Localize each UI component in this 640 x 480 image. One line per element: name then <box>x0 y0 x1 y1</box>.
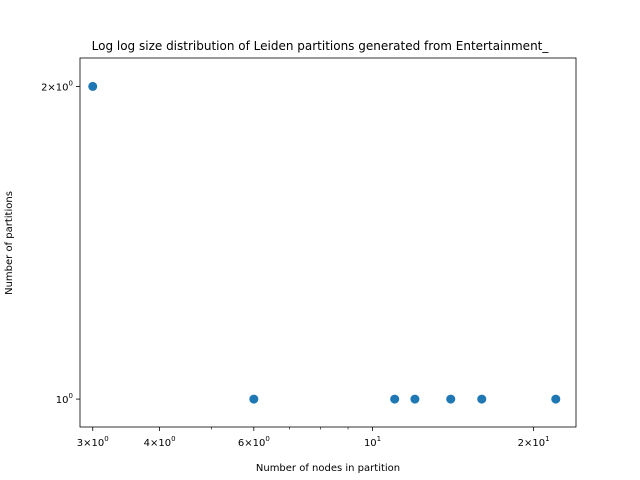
x-axis: 3×100 4×100 6×100 101 2×101 <box>77 427 550 449</box>
x-tick-label-4: 101 <box>364 435 381 449</box>
x-tick-label-3-exponent: 0 <box>265 435 269 443</box>
x-tick-label-4-base: 10 <box>364 438 377 449</box>
x-tick-label-1-base: 3×10 <box>77 438 104 449</box>
data-point-5 <box>446 394 456 404</box>
data-point-2 <box>249 394 259 404</box>
plot-area <box>88 81 561 404</box>
data-point-4 <box>410 394 420 404</box>
x-tick-label-5-exponent: 1 <box>545 435 549 443</box>
x-axis-label: Number of nodes in partition <box>256 463 400 474</box>
data-point-1 <box>88 81 98 91</box>
x-tick-label-4-exponent: 1 <box>377 435 381 443</box>
y-tick-label-2: 2×100 <box>41 79 73 93</box>
y-tick-label-1: 100 <box>56 392 73 406</box>
y-axis-label: Number of partitions <box>4 191 15 295</box>
y-tick-label-2-base: 2×10 <box>41 82 68 93</box>
x-tick-label-1-exponent: 0 <box>104 435 108 443</box>
y-tick-label-1-exponent: 0 <box>69 392 73 400</box>
y-tick-label-1-base: 10 <box>56 395 69 406</box>
data-point-7 <box>551 394 561 404</box>
x-tick-label-2: 4×100 <box>144 435 176 449</box>
x-tick-label-5: 2×101 <box>518 435 550 449</box>
x-tick-label-2-exponent: 0 <box>171 435 175 443</box>
plot-frame <box>79 57 577 428</box>
x-tick-label-2-base: 4×10 <box>144 438 171 449</box>
data-point-6 <box>477 394 487 404</box>
chart-title: Log log size distribution of Leiden part… <box>92 39 550 53</box>
data-point-3 <box>390 394 400 404</box>
x-tick-label-5-base: 2×10 <box>518 438 545 449</box>
x-tick-label-1: 3×100 <box>77 435 109 449</box>
x-tick-label-3-base: 6×10 <box>238 438 265 449</box>
x-tick-label-3: 6×100 <box>238 435 270 449</box>
y-tick-label-2-exponent: 0 <box>69 79 73 87</box>
